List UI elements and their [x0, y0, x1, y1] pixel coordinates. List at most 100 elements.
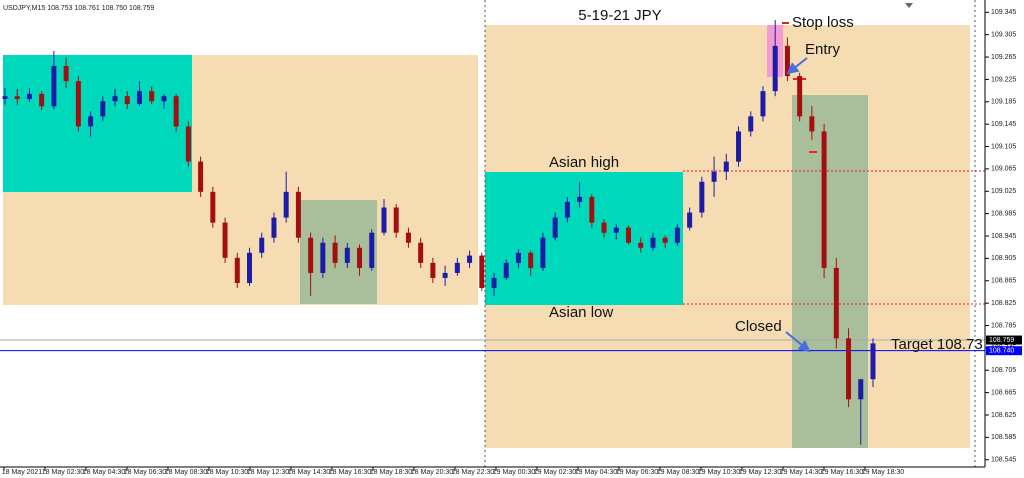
candle-body — [589, 196, 595, 223]
candle-body — [491, 277, 497, 289]
y-tick-label: 108.705 — [991, 367, 1016, 374]
candle-body — [198, 161, 204, 192]
y-tick-label: 108.585 — [991, 434, 1016, 441]
candle-body — [14, 96, 20, 99]
candle-body — [625, 227, 631, 243]
y-tick-label: 108.785 — [991, 322, 1016, 329]
candle-body — [515, 252, 521, 263]
candle-body — [369, 232, 375, 268]
candle-body — [39, 93, 45, 107]
y-tick-label: 108.625 — [991, 412, 1016, 419]
x-tick-label: 18 May 14:30 — [288, 469, 331, 476]
price-tag — [986, 346, 1022, 356]
annotation: Asian high — [549, 154, 619, 171]
candle-body — [418, 242, 424, 263]
y-tick-label: 108.985 — [991, 210, 1016, 217]
candle-body — [846, 338, 852, 400]
y-tick-label: 108.945 — [991, 233, 1016, 240]
candle-body — [601, 222, 607, 233]
y-tick-label: 108.865 — [991, 278, 1016, 285]
candle-body — [687, 212, 693, 228]
candle-body — [454, 262, 460, 273]
candle-body — [308, 237, 314, 273]
candle-body — [234, 257, 240, 283]
x-tick-label: 18 May 12:30 — [247, 469, 290, 476]
candle-body — [784, 45, 790, 77]
candle-body — [723, 161, 729, 172]
x-tick-label: 18 May 04:30 — [83, 469, 126, 476]
candle-body — [503, 262, 509, 278]
candle-body — [381, 207, 387, 233]
y-tick-label: 109.305 — [991, 32, 1016, 39]
y-tick-label: 109.265 — [991, 54, 1016, 61]
y-tick-label: 108.545 — [991, 457, 1016, 464]
candle-body — [870, 343, 876, 380]
candle-body — [613, 227, 619, 233]
candle-body — [320, 242, 326, 273]
candle-body — [430, 262, 436, 278]
y-tick-label: 108.825 — [991, 300, 1016, 307]
candle-body — [222, 222, 228, 258]
asian-box — [3, 55, 192, 192]
candle-body — [283, 191, 289, 218]
candle-body — [674, 227, 680, 243]
candle-body — [662, 237, 668, 243]
x-tick-label: 19 May 12:30 — [739, 469, 782, 476]
symbol-info: USDJPY,M15 108.753 108.761 108.750 108.7… — [3, 5, 154, 12]
candle-body — [760, 91, 766, 117]
y-tick-label: 109.025 — [991, 188, 1016, 195]
candle-body — [75, 81, 81, 127]
y-tick-label: 109.345 — [991, 9, 1016, 16]
candle-body — [479, 255, 485, 289]
price-tag-label: 108.740 — [989, 348, 1014, 355]
annotation: Stop loss — [792, 14, 854, 31]
candle-body — [393, 207, 399, 233]
asian-box — [485, 172, 683, 305]
x-tick-label: 19 May 02:30 — [534, 469, 577, 476]
candle-body — [540, 237, 546, 268]
candle-body — [332, 242, 338, 263]
x-tick-label: 18 May 2021 — [2, 469, 43, 476]
chart-title: 5-19-21 JPY — [578, 7, 661, 24]
x-tick-label: 19 May 18:30 — [862, 469, 905, 476]
candle-body — [2, 96, 8, 99]
y-tick-label: 108.905 — [991, 255, 1016, 262]
candle-body — [112, 96, 118, 102]
candle-body — [650, 237, 656, 248]
candle-body — [699, 181, 705, 213]
y-tick-label: 108.665 — [991, 389, 1016, 396]
candle-body — [809, 116, 815, 132]
x-tick-label: 18 May 08:30 — [165, 469, 208, 476]
candle-body — [88, 116, 94, 127]
candle-body — [564, 201, 570, 218]
candle-body — [442, 272, 448, 278]
x-tick-label: 19 May 14:30 — [780, 469, 823, 476]
candle-body — [344, 247, 350, 263]
y-tick-label: 109.185 — [991, 99, 1016, 106]
dropdown[interactable] — [905, 3, 913, 8]
candle-body — [833, 267, 839, 339]
candle-body — [63, 65, 69, 82]
annotation: Target 108.73 — [891, 336, 983, 353]
candle-body — [467, 255, 473, 263]
candle-body — [736, 131, 742, 162]
x-tick-label: 18 May 02:30 — [42, 469, 85, 476]
candle-body — [271, 217, 277, 238]
x-tick-label: 19 May 08:30 — [657, 469, 700, 476]
candle-body — [858, 379, 864, 400]
candle-body — [577, 196, 583, 202]
candle-body — [405, 232, 411, 243]
candle-body — [821, 131, 827, 268]
candle-body — [210, 191, 216, 223]
x-tick-label: 19 May 16:30 — [821, 469, 864, 476]
price-tag-label: 108.759 — [989, 337, 1014, 344]
x-tick-label: 18 May 18:30 — [370, 469, 413, 476]
y-tick-label: 109.225 — [991, 76, 1016, 83]
candle-body — [748, 116, 754, 132]
x-tick-label: 18 May 10:30 — [206, 469, 249, 476]
x-tick-label: 18 May 16:30 — [329, 469, 372, 476]
trade-box — [792, 95, 868, 448]
candle-body — [259, 237, 265, 253]
candle-body — [51, 65, 57, 107]
